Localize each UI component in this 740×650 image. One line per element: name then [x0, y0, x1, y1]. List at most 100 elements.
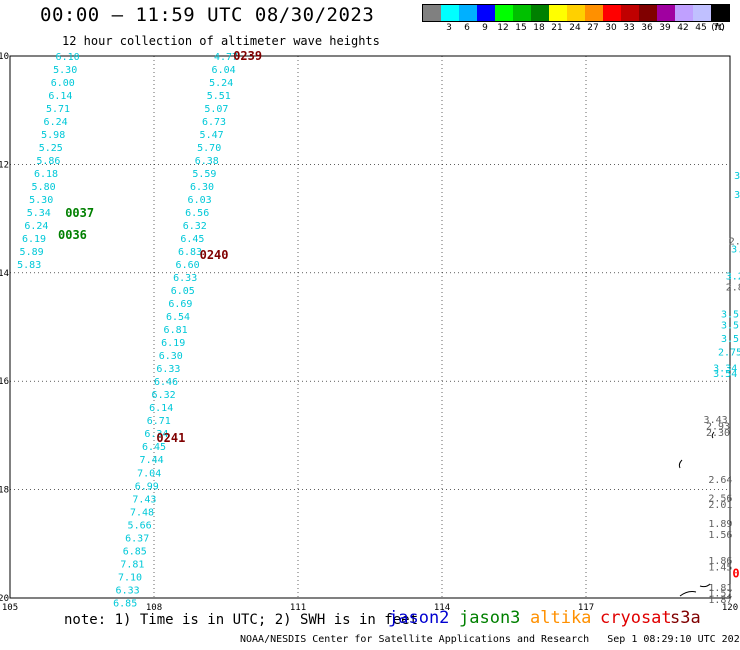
wave-height-value: 3.5 [721, 320, 739, 331]
wave-height-value: 3.34 [713, 364, 737, 375]
legend-label: 27 [587, 23, 599, 33]
pass-number-label: 0239 [233, 49, 262, 63]
pass-number-label: 0036 [58, 228, 87, 242]
map-title: 00:00 — 11:59 UTC 08/30/2023 [40, 4, 375, 26]
wave-height-value: 6.19 [22, 234, 46, 245]
wave-height-value: 6.37 [125, 533, 149, 544]
wave-height-value: 5.83 [17, 260, 41, 271]
wave-height-value: 3.43 [704, 415, 728, 426]
legend-swatch [657, 5, 675, 21]
wave-height-value: 1.81 [708, 583, 732, 594]
y-tick-label: 20 [0, 594, 9, 604]
wave-height-value: 6.33 [173, 273, 197, 284]
legend-label: 30 [605, 23, 617, 33]
legend-swatch [549, 5, 567, 21]
satellite-name: s3a [670, 608, 701, 628]
wave-height-value: 4.77 [214, 52, 238, 63]
wave-height-value: 2. [729, 236, 740, 247]
wave-height-value: 3. [731, 244, 740, 255]
wave-height-value: 6.85 [113, 598, 137, 609]
wave-height-value: 6.56 [185, 208, 209, 219]
y-tick-label: 18 [0, 486, 9, 496]
wave-height-value: 2.75 [718, 347, 740, 358]
map-plot-area: 105 108 111 114 117 120 10 12 14 16 18 20 6.10 5.30 6.… [0, 49, 740, 613]
legend-swatch [621, 5, 639, 21]
pass-number-label: 0241 [156, 431, 185, 445]
wave-height-value: 5.51 [207, 91, 231, 102]
wave-height-value: 7.43 [132, 494, 156, 505]
wave-height-value: 6.32 [183, 221, 207, 232]
wave-height-value: 2.8 [726, 282, 740, 293]
legend-swatch [567, 5, 585, 21]
wave-height-value: 6.46 [154, 377, 178, 388]
wave-height-value: 6.14 [149, 403, 173, 414]
wave-height-value: 2.93 [706, 422, 730, 433]
wave-height-value: 3 [734, 171, 740, 182]
map-svg: 105 108 111 114 117 120 10 12 14 16 18 20 6.10 5.30 6.… [0, 49, 740, 613]
wave-height-value: 6.54 [166, 312, 190, 323]
legend-swatch [477, 5, 495, 21]
wave-height-value: 6.71 [147, 416, 171, 427]
legend-label: 24 [569, 23, 581, 33]
satellite-name: jason3 [459, 608, 521, 628]
wave-height-value: 5.70 [197, 143, 221, 154]
credit-text: NOAA/NESDIS Center for Satellite Applica… [240, 634, 590, 645]
wave-height-value: 6.99 [135, 481, 159, 492]
legend-swatch [423, 5, 441, 21]
footer-note: note: 1) Time is in UTC; 2) SWH is in fe… [64, 612, 419, 628]
wave-height-value: 5.07 [204, 104, 228, 115]
wave-height-value: 5.24 [209, 78, 233, 89]
wave-height-value: 2.64 [708, 475, 732, 486]
wave-height-value: 5.59 [192, 169, 216, 180]
legend-swatch [711, 5, 729, 21]
wave-height-value: 6.81 [164, 325, 188, 336]
wave-height-value: 6.05 [171, 286, 195, 297]
wave-height-value: 6.45 [180, 234, 204, 245]
pass-number-label: 0 [732, 567, 739, 581]
wave-height-value: 5.86 [36, 156, 60, 167]
legend-swatch [513, 5, 531, 21]
wave-height-value: 6.03 [188, 195, 212, 206]
wave-height-value: 6.18 [34, 169, 58, 180]
legend-label: 36 [641, 23, 653, 33]
x-tick-label: 105 [2, 603, 18, 613]
legend-label: 6 [464, 23, 470, 33]
x-tick-label: 117 [578, 603, 594, 613]
wave-height-value: 6.19 [161, 338, 185, 349]
wave-height-value: 3.5 [721, 309, 739, 320]
wave-height-value: 6.24 [44, 117, 68, 128]
wave-height-value: 7.10 [118, 572, 142, 583]
wave-height-value: 5.80 [32, 182, 56, 193]
legend-label: 15 [515, 23, 527, 33]
legend-label: 12 [497, 23, 509, 33]
wave-height-value: 1.89 [708, 519, 732, 530]
wave-height-value: 6.32 [152, 390, 176, 401]
coastline-fragment [678, 459, 683, 469]
legend-swatch [603, 5, 621, 21]
wave-height-value: 6.30 [159, 351, 183, 362]
wave-height-value: 6.60 [176, 260, 200, 271]
wave-height-value: 3 [734, 190, 740, 201]
legend-label: 9 [482, 23, 488, 33]
legend-label: 45 [695, 23, 707, 33]
satellite-name: cryosat [600, 608, 672, 628]
wave-height-value: 6.10 [56, 52, 80, 63]
wave-height-value: 6.24 [24, 221, 48, 232]
wave-height-value: 1.56 [708, 530, 732, 541]
legend-label: 42 [677, 23, 689, 33]
legend-label: 70 [713, 23, 725, 33]
wave-height-value: 7.48 [130, 507, 154, 518]
legend-swatch [693, 5, 711, 21]
legend-swatch [585, 5, 603, 21]
pass-number-label: 0240 [200, 248, 229, 262]
map-subtitle: 12 hour collection of altimeter wave hei… [62, 34, 380, 48]
wave-height-value: 6.04 [212, 65, 236, 76]
wave-height-value: 5.98 [41, 130, 65, 141]
wave-height-value: 6.83 [178, 247, 202, 258]
wave-height-value: 6.33 [116, 585, 140, 596]
wave-height-value: 3.5 [721, 334, 739, 345]
legend-swatch [459, 5, 477, 21]
legend-swatch [531, 5, 549, 21]
legend-label: 39 [659, 23, 671, 33]
wave-height-value: 2.01 [708, 500, 732, 511]
